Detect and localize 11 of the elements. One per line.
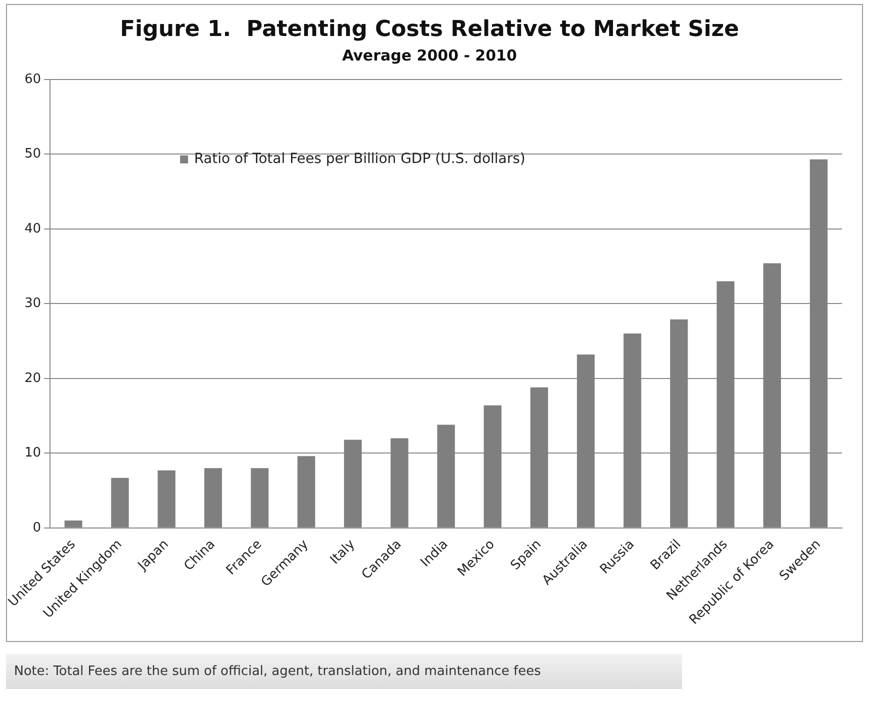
legend-label: Ratio of Total Fees per Billion GDP (U.S. dollars) bbox=[194, 151, 526, 168]
text: Note: Total Fees are the sum of official, agent, translation, and maintenance fees bbox=[14, 664, 542, 679]
y-tick-label: 20 bbox=[24, 370, 42, 386]
y-tick-label: 60 bbox=[24, 72, 42, 87]
y-tick-label: 10 bbox=[24, 446, 42, 461]
y-tick-label: 50 bbox=[24, 146, 42, 162]
y-tick-label: 30 bbox=[24, 296, 42, 312]
y-tick-label: 0 bbox=[32, 520, 42, 536]
chart-title: Figure 1. Patenting Costs Relative to Market Size bbox=[120, 16, 739, 42]
chart-subtitle: Average 2000 - 2010 bbox=[342, 46, 517, 64]
y-tick-label: 40 bbox=[24, 221, 42, 236]
